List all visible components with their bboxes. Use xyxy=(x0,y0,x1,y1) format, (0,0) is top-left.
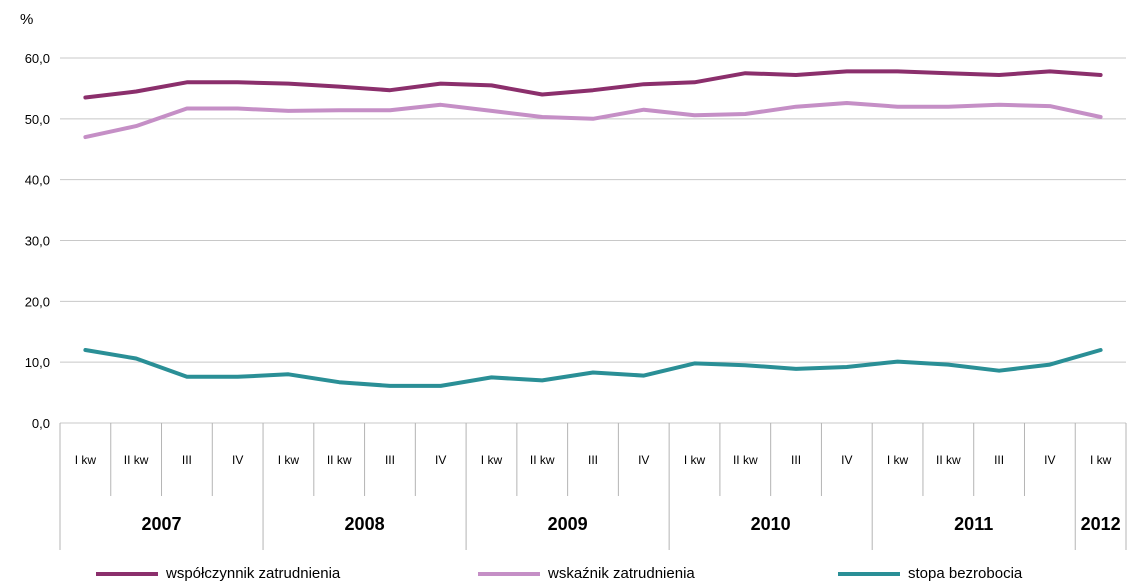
series-lines xyxy=(83,69,1103,388)
category-label: IV xyxy=(638,453,649,467)
legend-swatch xyxy=(478,572,540,576)
category-label: II kw xyxy=(530,453,555,467)
category-label: I kw xyxy=(1090,453,1112,467)
category-label: III xyxy=(994,453,1004,467)
category-label: IV xyxy=(232,453,243,467)
year-label: 2008 xyxy=(345,514,385,534)
series-line xyxy=(83,348,1103,388)
legend-swatch xyxy=(96,572,158,576)
y-tick-label: 20,0 xyxy=(25,294,50,309)
category-separators xyxy=(59,423,1127,550)
legend-item: stopa bezrobocia xyxy=(838,566,1022,582)
category-label: III xyxy=(588,453,598,467)
category-label: I kw xyxy=(481,453,503,467)
y-tick-label: 50,0 xyxy=(25,112,50,127)
chart: % 0,010,020,030,040,050,060,0 I kw II kw I… xyxy=(20,11,1127,550)
year-label: 2009 xyxy=(548,514,588,534)
category-label: II kw xyxy=(733,453,758,467)
legend-label: współczynnik zatrudnienia xyxy=(166,565,341,582)
series-line xyxy=(83,69,1103,100)
legend-swatch xyxy=(838,572,900,576)
y-tick-label: 10,0 xyxy=(25,355,50,370)
category-label: I kw xyxy=(75,453,97,467)
y-tick-labels: 0,0 10,0 20,0 30,0 40,0 50,0 60,0 xyxy=(25,51,50,431)
y-tick-label: 30,0 xyxy=(25,234,50,249)
year-label: 2012 xyxy=(1081,514,1121,534)
category-label: III xyxy=(385,453,395,467)
category-label: II kw xyxy=(124,453,149,467)
legend-item: wskaźnik zatrudnienia xyxy=(478,566,695,582)
legend-label: wskaźnik zatrudnienia xyxy=(548,565,695,582)
year-label: 2010 xyxy=(751,514,791,534)
category-label: I kw xyxy=(278,453,300,467)
category-label: II kw xyxy=(936,453,961,467)
legend: współczynnik zatrudnienia wskaźnik zatrud… xyxy=(0,558,1130,585)
category-label: III xyxy=(791,453,801,467)
category-label: II kw xyxy=(327,453,352,467)
y-tick-label: 40,0 xyxy=(25,173,50,188)
category-labels: I kw II kw III IV I kw II kw III IV I kw II kw III… xyxy=(75,453,1112,467)
year-labels: 2007 2008 2009 2010 2011 2012 xyxy=(142,514,1121,534)
category-label: I kw xyxy=(887,453,909,467)
category-label: IV xyxy=(1044,453,1055,467)
category-label: I kw xyxy=(684,453,706,467)
legend-item: współczynnik zatrudnienia xyxy=(96,566,340,582)
y-tick-label: 60,0 xyxy=(25,51,50,66)
year-label: 2011 xyxy=(954,514,993,534)
y-tick-label: 0,0 xyxy=(32,416,50,431)
category-label: III xyxy=(182,453,192,467)
series-line xyxy=(83,101,1103,140)
legend-label: stopa bezrobocia xyxy=(908,565,1023,582)
y-axis-label: % xyxy=(20,11,33,28)
category-label: IV xyxy=(435,453,446,467)
category-label: IV xyxy=(841,453,852,467)
year-label: 2007 xyxy=(142,514,182,534)
